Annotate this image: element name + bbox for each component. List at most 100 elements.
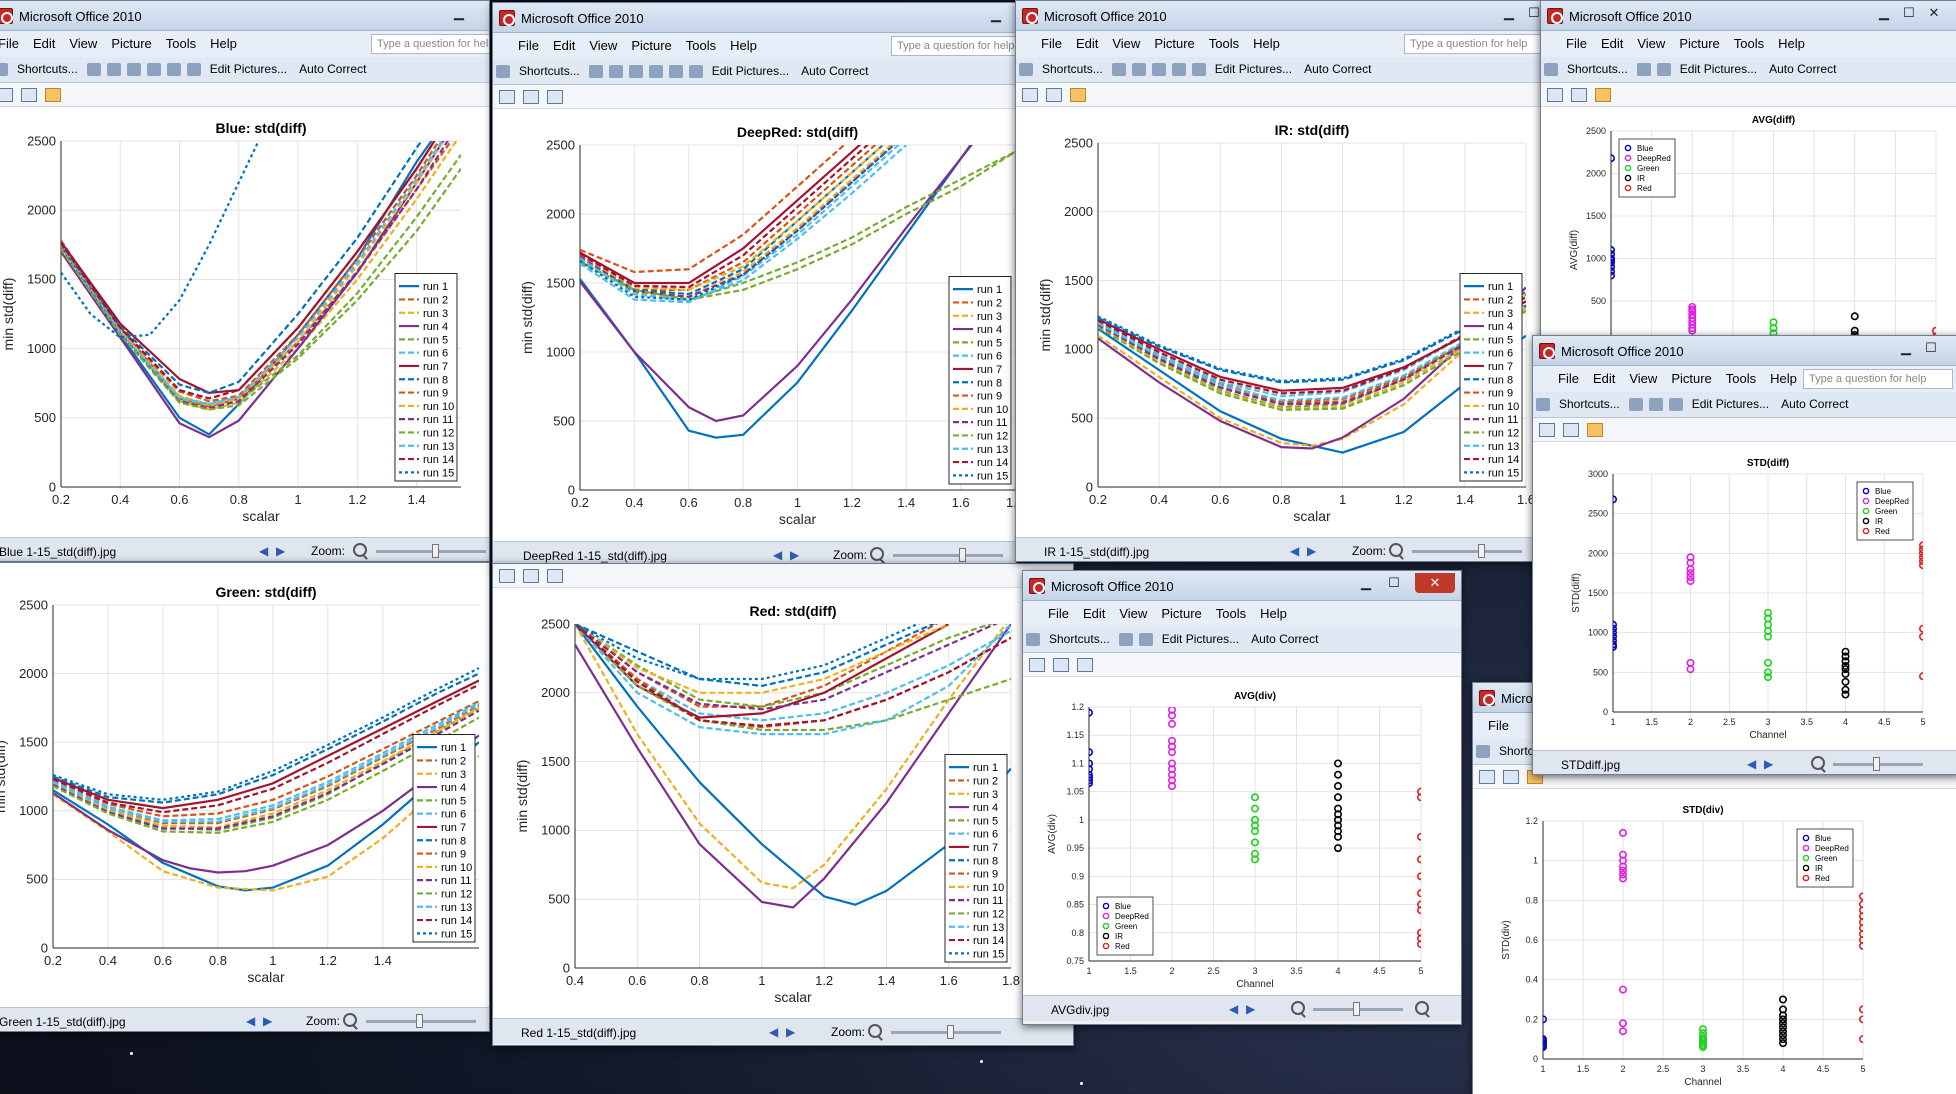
menu-file[interactable]: File — [1558, 371, 1579, 386]
edit-pictures-button[interactable]: Edit Pictures... — [1691, 397, 1770, 411]
single-view-icon[interactable] — [547, 90, 563, 104]
menu-edit[interactable]: Edit — [32, 36, 56, 51]
menu-file[interactable]: File — [1048, 606, 1069, 621]
menu-help[interactable]: Help — [1778, 36, 1805, 51]
zoom-slider[interactable] — [1313, 1002, 1403, 1016]
save-icon[interactable] — [588, 65, 603, 78]
title-bar[interactable]: Microsoft Office 2010 ▁ ☐ ✕ — [1541, 1, 1956, 31]
print-icon[interactable] — [608, 65, 623, 78]
single-view-icon[interactable] — [1595, 88, 1611, 102]
minimize-button[interactable]: ▁ — [454, 5, 464, 20]
menu-view[interactable]: View — [1629, 371, 1658, 386]
save-icon[interactable] — [1118, 633, 1133, 646]
menu-tools[interactable]: Tools — [1733, 36, 1765, 51]
save-icon[interactable] — [1628, 398, 1643, 411]
thumbnail-view-icon[interactable] — [1479, 770, 1495, 784]
close-button[interactable]: ✕ — [1415, 573, 1455, 593]
title-bar[interactable]: Microsoft Office 2010 ▁ — [493, 3, 1016, 33]
auto-correct-button[interactable]: Auto Correct — [1304, 62, 1372, 76]
auto-correct-button[interactable]: Auto Correct — [299, 62, 367, 76]
menu-picture[interactable]: Picture — [111, 36, 152, 51]
title-bar[interactable]: Microsoft Office 2010 ▁ — [0, 1, 489, 31]
rotate-icon[interactable] — [186, 63, 201, 76]
filmstrip-view-icon[interactable] — [523, 569, 539, 583]
zoom-slider-thumb[interactable] — [416, 1014, 423, 1028]
copy-icon[interactable] — [648, 65, 663, 78]
print-icon[interactable] — [106, 63, 121, 76]
zoom-slider[interactable] — [891, 1025, 1001, 1039]
prev-image-button[interactable]: ◀ — [769, 1025, 779, 1039]
menu-help[interactable]: Help — [730, 38, 757, 53]
next-image-button[interactable]: ▶ — [790, 548, 800, 562]
menu-tools[interactable]: Tools — [1725, 371, 1757, 386]
print-icon[interactable] — [1131, 63, 1146, 76]
cut-icon[interactable] — [126, 63, 141, 76]
zoom-slider[interactable] — [1412, 544, 1522, 558]
delete-icon[interactable] — [166, 63, 181, 76]
menu-edit[interactable]: Edit — [1600, 36, 1624, 51]
filmstrip-view-icon[interactable] — [21, 88, 37, 102]
cut-icon[interactable] — [628, 65, 643, 78]
zoom-slider-thumb[interactable] — [1478, 544, 1485, 558]
zoom-out-icon[interactable] — [343, 1013, 358, 1030]
rotate-icon[interactable] — [1656, 63, 1671, 76]
minimize-button[interactable]: ▁ — [1361, 575, 1371, 590]
single-view-icon[interactable] — [547, 569, 563, 583]
zoom-slider-thumb[interactable] — [959, 548, 966, 562]
auto-correct-button[interactable]: Auto Correct — [1781, 397, 1849, 411]
prev-image-button[interactable]: ◀ — [773, 548, 783, 562]
filmstrip-view-icon[interactable] — [1563, 423, 1579, 437]
prev-image-button[interactable]: ◀ — [1290, 544, 1300, 558]
rotate-icon[interactable] — [1668, 398, 1683, 411]
menu-view[interactable]: View — [589, 38, 618, 53]
menu-file[interactable]: File — [1566, 36, 1587, 51]
menu-tools[interactable]: Tools — [1208, 36, 1240, 51]
zoom-slider[interactable] — [376, 544, 486, 558]
zoom-slider-thumb[interactable] — [1353, 1002, 1360, 1016]
filmstrip-view-icon[interactable] — [1571, 88, 1587, 102]
zoom-out-icon[interactable] — [868, 1024, 883, 1041]
menu-view[interactable]: View — [1637, 36, 1666, 51]
maximize-button[interactable]: ☐ — [1528, 5, 1540, 20]
auto-correct-button[interactable]: Auto Correct — [1251, 632, 1319, 646]
help-search-input[interactable]: Type a question for help — [1803, 369, 1953, 389]
menu-tools[interactable]: Tools — [165, 36, 197, 51]
help-search-input[interactable]: Type a question for help — [371, 34, 489, 54]
thumbnail-view-icon[interactable] — [1022, 88, 1038, 102]
filmstrip-view-icon[interactable] — [1503, 770, 1519, 784]
menu-help[interactable]: Help — [210, 36, 237, 51]
thumbnail-view-icon[interactable] — [499, 569, 515, 583]
next-image-button[interactable]: ▶ — [1764, 757, 1774, 771]
auto-correct-button[interactable]: Auto Correct — [1769, 62, 1837, 76]
shortcuts-button[interactable]: Shortcuts... — [1559, 397, 1620, 411]
menu-tools[interactable]: Tools — [685, 38, 717, 53]
save-icon[interactable] — [86, 63, 101, 76]
filmstrip-view-icon[interactable] — [1053, 658, 1069, 672]
close-button[interactable]: ✕ — [1928, 5, 1940, 20]
single-view-icon[interactable] — [1587, 423, 1603, 437]
maximize-button[interactable]: ☐ — [1388, 575, 1400, 590]
next-image-button[interactable]: ▶ — [786, 1025, 796, 1039]
menu-file[interactable]: File — [518, 38, 539, 53]
title-bar[interactable]: Microsoft Office 2010 ▁ ☐ ✕ — [1023, 571, 1461, 601]
delete-icon[interactable] — [668, 65, 683, 78]
menu-help[interactable]: Help — [1770, 371, 1797, 386]
edit-pictures-button[interactable]: Edit Pictures... — [209, 62, 288, 76]
menu-picture[interactable]: Picture — [631, 38, 672, 53]
single-view-icon[interactable] — [1070, 88, 1086, 102]
minimize-button[interactable]: ▁ — [991, 7, 1001, 22]
thumbnail-view-icon[interactable] — [1539, 423, 1555, 437]
maximize-button[interactable]: ☐ — [1925, 340, 1937, 355]
help-search-input[interactable]: Type a question for help — [891, 36, 1016, 56]
prev-image-button[interactable]: ◀ — [259, 544, 269, 558]
next-image-button[interactable]: ▶ — [1307, 544, 1317, 558]
zoom-slider[interactable] — [1833, 757, 1923, 771]
menu-picture[interactable]: Picture — [1679, 36, 1720, 51]
minimize-button[interactable]: ▁ — [1879, 5, 1889, 20]
filmstrip-view-icon[interactable] — [523, 90, 539, 104]
zoom-slider[interactable] — [366, 1014, 476, 1028]
rotate-icon[interactable] — [1191, 63, 1206, 76]
menu-view[interactable]: View — [1119, 606, 1148, 621]
zoom-out-icon[interactable] — [353, 543, 368, 560]
prev-image-button[interactable]: ◀ — [1229, 1002, 1239, 1016]
